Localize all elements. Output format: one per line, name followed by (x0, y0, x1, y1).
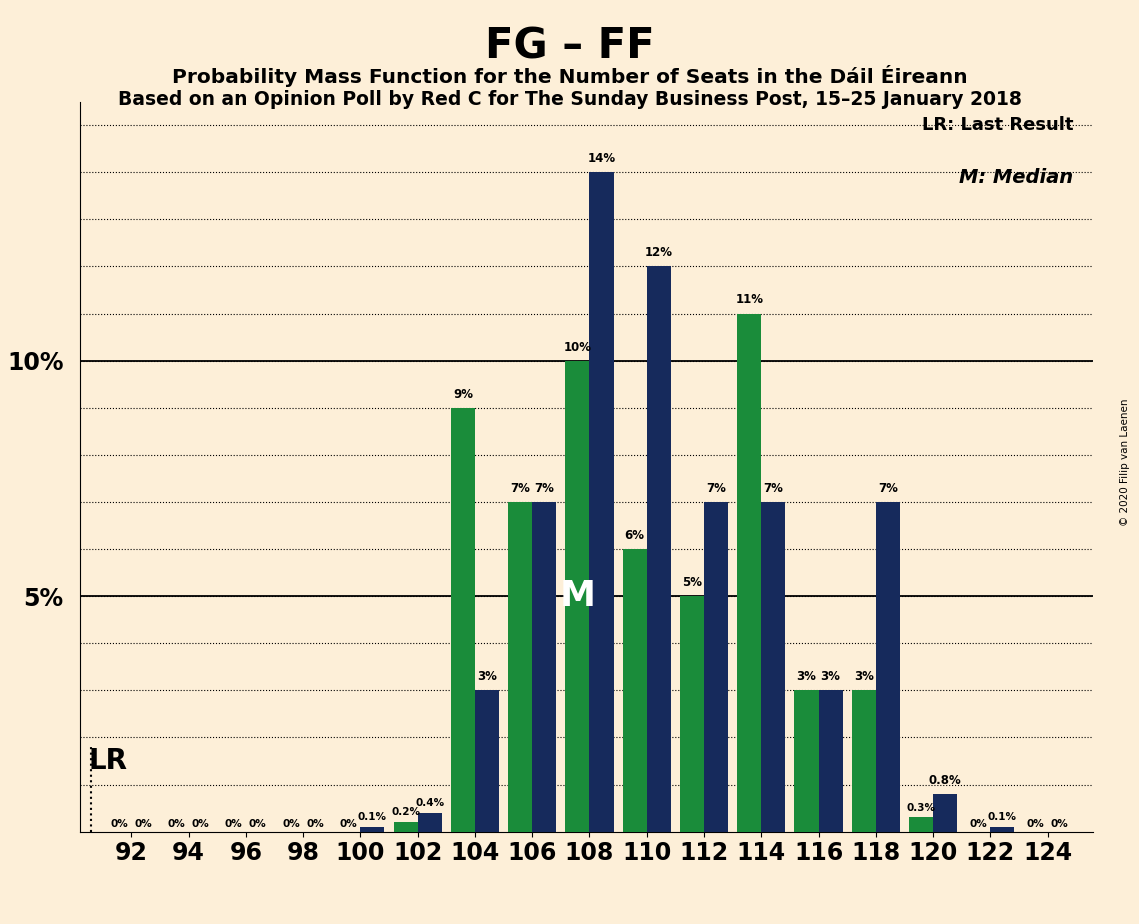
Text: 0%: 0% (249, 820, 267, 829)
Text: 7%: 7% (706, 482, 726, 495)
Bar (819, 690, 843, 832)
Text: 7%: 7% (763, 482, 784, 495)
Text: 3%: 3% (820, 670, 841, 683)
Text: 0.2%: 0.2% (391, 808, 420, 818)
Text: 0%: 0% (110, 820, 128, 829)
Text: 0%: 0% (134, 820, 153, 829)
Text: 10%: 10% (564, 341, 591, 354)
Bar (532, 502, 556, 832)
Bar (590, 172, 614, 832)
Text: FG – FF: FG – FF (485, 26, 654, 67)
Text: 7%: 7% (534, 482, 555, 495)
Bar (360, 827, 385, 832)
Text: Probability Mass Function for the Number of Seats in the Dáil Éireann: Probability Mass Function for the Number… (172, 65, 967, 87)
Text: 0%: 0% (306, 820, 323, 829)
Text: 0%: 0% (167, 820, 186, 829)
Text: M: Median: M: Median (959, 167, 1073, 187)
Bar (565, 360, 590, 832)
Bar (475, 690, 499, 832)
Text: 6%: 6% (624, 529, 645, 542)
Text: 7%: 7% (878, 482, 898, 495)
Text: 0.1%: 0.1% (988, 812, 1017, 822)
Text: 9%: 9% (453, 388, 473, 401)
Bar (933, 794, 957, 832)
Text: 11%: 11% (736, 294, 763, 307)
Bar (647, 266, 671, 832)
Bar (990, 827, 1015, 832)
Bar (761, 502, 785, 832)
Text: LR: Last Result: LR: Last Result (921, 116, 1073, 134)
Text: 0%: 0% (191, 820, 210, 829)
Text: Based on an Opinion Poll by Red C for The Sunday Business Post, 15–25 January 20: Based on an Opinion Poll by Red C for Th… (117, 90, 1022, 109)
Text: 3%: 3% (796, 670, 817, 683)
Text: © 2020 Filip van Laenen: © 2020 Filip van Laenen (1121, 398, 1130, 526)
Text: 0%: 0% (339, 820, 358, 829)
Bar (680, 596, 704, 832)
Bar (876, 502, 900, 832)
Text: 14%: 14% (588, 152, 615, 165)
Bar (852, 690, 876, 832)
Text: 0%: 0% (224, 820, 243, 829)
Text: 3%: 3% (477, 670, 497, 683)
Text: 7%: 7% (510, 482, 530, 495)
Text: 0.8%: 0.8% (928, 774, 961, 787)
Bar (909, 818, 933, 832)
Bar (623, 549, 647, 832)
Bar (704, 502, 728, 832)
Text: M: M (559, 579, 596, 614)
Text: LR: LR (89, 748, 128, 775)
Text: 12%: 12% (645, 247, 673, 260)
Bar (508, 502, 532, 832)
Bar (795, 690, 819, 832)
Text: 3%: 3% (854, 670, 874, 683)
Bar (737, 313, 761, 832)
Bar (451, 407, 475, 832)
Text: 0%: 0% (1026, 820, 1044, 829)
Bar (418, 813, 442, 832)
Text: 0%: 0% (969, 820, 988, 829)
Text: 0.1%: 0.1% (358, 812, 387, 822)
Text: 0%: 0% (1051, 820, 1068, 829)
Bar (394, 822, 418, 832)
Text: 0.4%: 0.4% (415, 798, 444, 808)
Text: 0.3%: 0.3% (907, 803, 935, 813)
Text: 0%: 0% (282, 820, 300, 829)
Text: 5%: 5% (682, 576, 702, 590)
